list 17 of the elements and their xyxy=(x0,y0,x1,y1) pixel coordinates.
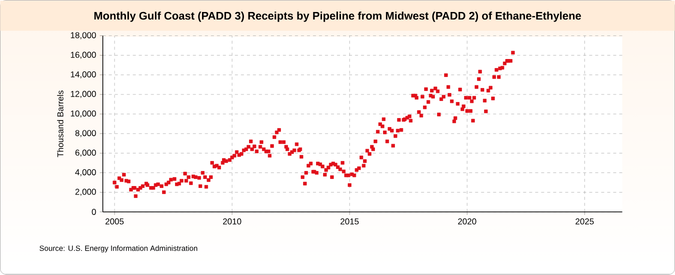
x-tick-label: 2025 xyxy=(576,218,594,225)
y-tick-label: 18,000 xyxy=(70,32,96,40)
y-tick-label: 4,000 xyxy=(75,169,96,176)
y-tick-label: 10,000 xyxy=(70,110,96,118)
y-tick-label: 12,000 xyxy=(70,91,96,98)
y-tick-label: 0 xyxy=(92,209,96,216)
y-axis-title: Thousand Barrels xyxy=(57,90,64,158)
y-tick-label: 8,000 xyxy=(75,130,96,138)
y-tick-label: 16,000 xyxy=(70,52,96,59)
y-tick-label: 2,000 xyxy=(75,188,96,196)
x-tick-label: 2010 xyxy=(223,218,242,225)
y-tick-label: 14,000 xyxy=(70,72,96,79)
x-tick-label: 2005 xyxy=(106,218,124,225)
chart-title: Monthly Gulf Coast (PADD 3) Receipts by Pipeline from Midwest (PADD 2) of Ethane-Ethylene xyxy=(94,12,581,22)
x-tick-label: 2015 xyxy=(340,218,359,225)
y-tick-label: 6,000 xyxy=(75,150,96,157)
x-tick-label: 2020 xyxy=(458,218,476,225)
